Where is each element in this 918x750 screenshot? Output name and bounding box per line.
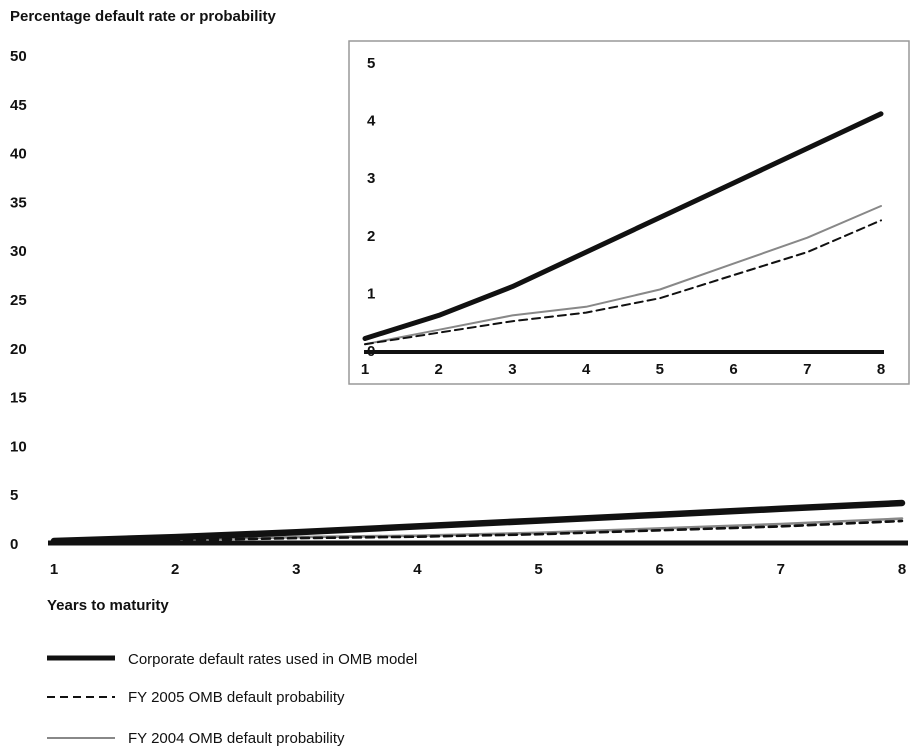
- inset-series-lines: [362, 111, 884, 346]
- y-tick-label: 10: [10, 438, 27, 455]
- x-tick-label: 6: [729, 361, 737, 378]
- x-tick-label: 7: [803, 361, 811, 378]
- y-tick-label: 4: [367, 113, 376, 130]
- y-tick-label: 5: [367, 55, 375, 72]
- legend: Corporate default rates used in OMB mode…: [47, 651, 417, 747]
- y-axis-title: Percentage default rate or probability: [10, 8, 277, 25]
- x-tick-label: 1: [50, 561, 58, 578]
- x-tick-label: 2: [171, 561, 179, 578]
- y-tick-label: 45: [10, 97, 27, 114]
- x-tick-label: 1: [361, 361, 369, 378]
- y-tick-label: 30: [10, 243, 27, 260]
- x-tick-label: 6: [656, 561, 664, 578]
- x-tick-label: 3: [292, 561, 300, 578]
- x-tick-label: 8: [877, 361, 885, 378]
- x-tick-label: 5: [534, 561, 542, 578]
- y-tick-label: 1: [367, 285, 375, 302]
- series-line-dashed: [364, 219, 882, 346]
- y-tick-label: 50: [10, 48, 27, 65]
- legend-item-fy2005: FY 2005 OMB default probability: [47, 689, 345, 706]
- x-tick-label: 5: [656, 361, 664, 378]
- series-line-thick-solid: [362, 111, 884, 341]
- y-tick-label: 25: [10, 292, 27, 309]
- x-tick-label: 8: [898, 561, 906, 578]
- x-tick-label: 4: [413, 561, 422, 578]
- series-line-dashed: [52, 519, 904, 544]
- y-tick-label: 0: [10, 536, 18, 553]
- y-tick-label: 35: [10, 194, 27, 211]
- y-tick-label: 40: [10, 146, 27, 163]
- main-y-ticks: 0 5 10 15 20 25 30 35 40 45 50: [10, 48, 27, 553]
- x-axis-title: Years to maturity: [47, 597, 169, 614]
- legend-item-fy2004: FY 2004 OMB default probability: [47, 730, 345, 747]
- main-x-ticks: 1 2 3 4 5 6 7 8: [50, 561, 906, 578]
- y-tick-label: 2: [367, 228, 375, 245]
- y-tick-label: 15: [10, 390, 27, 407]
- legend-label: FY 2004 OMB default probability: [128, 730, 345, 747]
- y-tick-label: 3: [367, 170, 375, 187]
- legend-label: FY 2005 OMB default probability: [128, 689, 345, 706]
- x-tick-label: 2: [435, 361, 443, 378]
- x-tick-label: 4: [582, 361, 591, 378]
- y-tick-label: 5: [10, 487, 18, 504]
- legend-item-corporate: Corporate default rates used in OMB mode…: [47, 651, 417, 668]
- series-line-thin-solid: [364, 205, 882, 346]
- x-tick-label: 7: [777, 561, 785, 578]
- series-line-thick-solid: [50, 499, 906, 545]
- inset-x-ticks: 1 2 3 4 5 6 7 8: [361, 361, 885, 378]
- x-tick-label: 3: [508, 361, 516, 378]
- inset-frame: [348, 40, 910, 385]
- legend-label: Corporate default rates used in OMB mode…: [128, 651, 417, 668]
- main-series-lines: [50, 499, 906, 545]
- y-tick-label: 20: [10, 341, 27, 358]
